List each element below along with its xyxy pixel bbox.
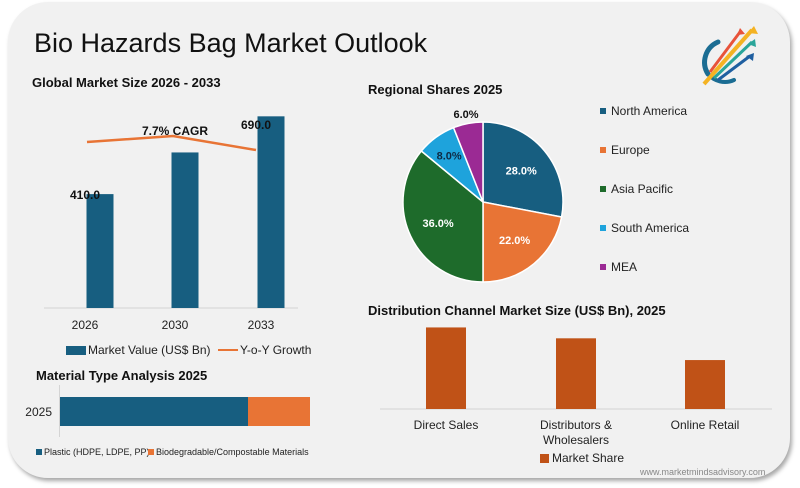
legend-swatch (600, 108, 606, 114)
legend-swatch (540, 453, 549, 463)
bar-2026 (86, 194, 114, 308)
cagr-annotation: 7.7% CAGR (141, 124, 209, 138)
pie-slice-asia-pacific (402, 149, 484, 283)
logo-arrow-yellow (702, 28, 754, 86)
x-tick-line-2: Wholesalers (542, 433, 610, 447)
legend-swatch (600, 186, 606, 192)
pie-label-north-america: 28.0% (506, 165, 537, 177)
legend-yoy-growth: Y-o-Y Growth (218, 343, 311, 357)
logo-arrow-red (708, 31, 742, 73)
bar-2033 (257, 116, 285, 308)
stack-segment-biodegradable (247, 397, 310, 426)
distribution-channel-title: Distribution Channel Market Size (US$ Bn… (368, 303, 666, 318)
legend-plastic: Plastic (HDPE, LDPE, PP) (36, 447, 150, 457)
x-tick-2030: 2030 (161, 318, 189, 332)
legend-swatch (600, 264, 606, 270)
y-tick-2025: 2025 (25, 405, 52, 419)
distribution-bar-chart (380, 327, 772, 410)
global-market-chart (44, 116, 298, 309)
legend-label: Market Share (552, 451, 625, 465)
logo-arrow-teal (712, 40, 754, 80)
logo-arrow-blue (717, 54, 751, 82)
legend-label: Y-o-Y Growth (240, 343, 312, 357)
legend-label: Europe (611, 143, 650, 157)
legend-label: South America (611, 221, 690, 235)
legend-swatch (600, 225, 606, 231)
legend-label: Biodegradable/Compostable Materials (156, 447, 309, 457)
x-tick-line-1: Distributors & (539, 418, 613, 432)
bar-2030 (171, 152, 199, 308)
x-tick-online-retail: Online Retail (670, 418, 740, 432)
legend-market-value: Market Value (US$ Bn) (66, 343, 211, 357)
legend-label: MEA (611, 260, 638, 274)
pie-label-south-america: 8.0% (437, 150, 462, 162)
footer-url: www.marketmindsadvisory.com (640, 467, 766, 477)
x-tick-distributors: Distributors & Wholesalers (516, 418, 636, 448)
x-tick-2033: 2033 (247, 318, 275, 332)
regional-pie-chart: 28.0% 22.0% 36.0% 8.0% 6.0% (402, 109, 564, 283)
legend-label: Plastic (HDPE, LDPE, PP) (44, 447, 150, 457)
pie-slice-mea (452, 121, 484, 203)
legend-biodegradable: Biodegradable/Compostable Materials (148, 447, 309, 457)
legend-south-america: South America (600, 221, 689, 235)
regional-shares-title: Regional Shares 2025 (368, 82, 503, 97)
legend-label: Market Value (US$ Bn) (88, 343, 211, 357)
data-label-2033: 690.0 (240, 118, 272, 132)
logo-arrowhead-teal (748, 39, 756, 47)
stack-segment-plastic (60, 397, 248, 426)
legend-europe: Europe (600, 143, 650, 157)
legend-swatch (36, 449, 42, 455)
y-axis-line (59, 385, 60, 437)
legend-swatch (600, 147, 606, 153)
legend-label: North America (611, 104, 688, 118)
bar-distributors-wholesalers (556, 338, 596, 409)
legend-label: Asia Pacific (611, 182, 674, 196)
x-tick-direct-sales: Direct Sales (413, 418, 479, 432)
pie-label-mea: 6.0% (453, 109, 478, 121)
pie-slice-europe (482, 201, 563, 283)
legend-swatch (148, 449, 154, 455)
material-type-title: Material Type Analysis 2025 (36, 368, 208, 383)
page-title: Bio Hazards Bag Market Outlook (34, 28, 428, 58)
logo-arrowhead-yellow (748, 26, 758, 34)
pie-label-asia-pacific: 36.0% (423, 218, 454, 230)
material-stacked-bar (60, 397, 310, 426)
logo-arrowhead-red (737, 28, 745, 35)
legend-north-america: North America (600, 104, 687, 118)
data-label-2026: 410.0 (69, 188, 101, 202)
legend-asia-pacific: Asia Pacific (600, 182, 673, 196)
bar-direct-sales (426, 327, 466, 409)
legend-market-share: Market Share (540, 451, 624, 465)
growth-arrows-logo-icon (702, 26, 758, 86)
yoy-growth-line (86, 134, 257, 152)
pie-slice-north-america (482, 121, 564, 218)
legend-swatch-bar (66, 345, 86, 355)
logo-arc (702, 39, 721, 77)
pie-label-europe: 22.0% (499, 235, 530, 247)
legend-mea: MEA (600, 260, 637, 274)
bar-online-retail (685, 360, 725, 409)
global-market-title: Global Market Size 2026 - 2033 (32, 75, 221, 90)
logo-arrowhead-blue (746, 53, 754, 61)
legend-swatch-line (218, 349, 238, 351)
x-tick-2026: 2026 (71, 318, 99, 332)
